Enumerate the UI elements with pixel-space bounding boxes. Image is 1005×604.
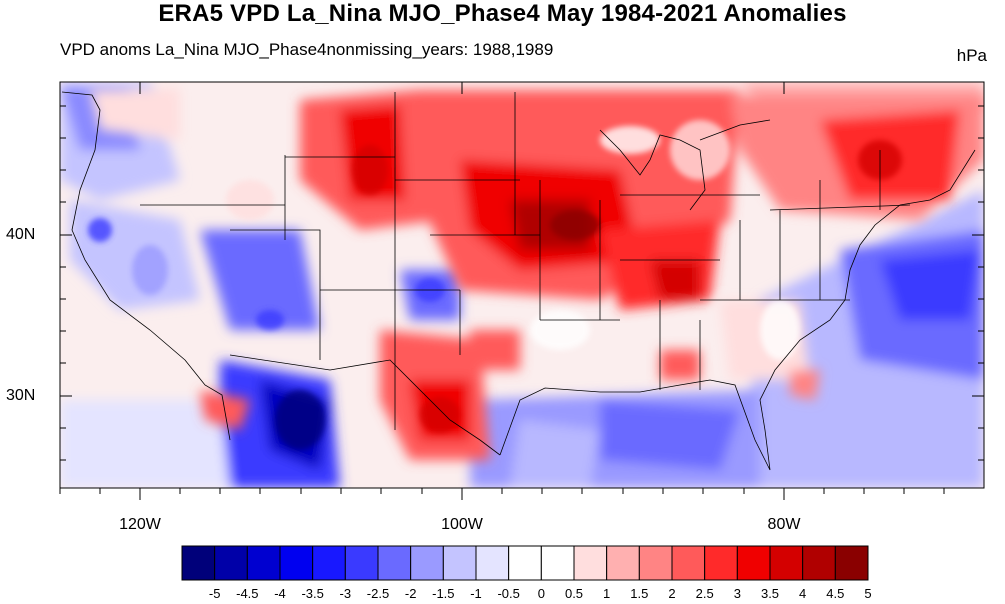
colorbar-swatch: [508, 545, 542, 581]
anomaly-field: [60, 82, 984, 488]
colorbar-tick-label: -3: [339, 586, 352, 601]
colorbar-tick-label: -0.5: [497, 586, 520, 601]
colorbar-tick-label: 3: [733, 586, 741, 601]
colorbar-swatch: [214, 545, 248, 581]
colorbar-tick-label: 3.5: [760, 586, 780, 601]
map-subtitle: VPD anoms La_Nina MJO_Phase4nonmissing_y…: [60, 40, 554, 59]
colorbar-tick-label: 4.5: [826, 586, 845, 601]
lat-label-30n: 30N: [6, 387, 36, 404]
colorbar-tick-label: 0: [537, 586, 545, 601]
lon-ticks: [59, 82, 945, 500]
colorbar-tick-label: -1: [470, 586, 482, 601]
colorbar: [181, 545, 869, 581]
colorbar-swatch: [246, 545, 281, 581]
colorbar-tick-label: 2: [668, 586, 676, 601]
colorbar-swatch: [279, 545, 314, 581]
colorbar-tick-label: 0.5: [564, 586, 584, 601]
colorbar-swatch: [638, 545, 673, 581]
colorbar-swatch: [181, 545, 216, 581]
lon-label-120w: 120W: [119, 516, 161, 533]
colorbar-tick-label: -2: [404, 586, 417, 601]
colorbar-swatch: [410, 545, 444, 581]
colorbar-tick-label: 5: [864, 586, 872, 601]
colorbar-swatch: [802, 545, 836, 581]
colorbar-swatch: [540, 545, 575, 581]
map-title: ERA5 VPD La_Nina MJO_Phase4 May 1984-202…: [158, 0, 847, 27]
colorbar-swatch: [671, 545, 706, 581]
colorbar-swatch: [704, 545, 738, 581]
colorbar-tick-label: 4: [799, 586, 807, 601]
colorbar-swatch: [606, 545, 640, 581]
lon-label-100w: 100W: [441, 516, 483, 533]
colorbar-tick-label: -4: [274, 586, 286, 601]
colorbar-swatch: [344, 545, 379, 581]
colorbar-tick-label: -3.5: [301, 586, 324, 601]
colorbar-swatch: [769, 545, 804, 581]
colorbar-tick-label: -2.5: [366, 586, 390, 601]
colorbar-swatch: [442, 545, 477, 581]
units-label: hPa: [956, 46, 987, 65]
colorbar-swatch: [475, 545, 510, 581]
colorbar-swatch: [573, 545, 608, 581]
lat-ticks: [60, 105, 984, 461]
lat-label-40n: 40N: [6, 226, 36, 243]
colorbar-tick-label: -1.5: [432, 586, 455, 601]
colorbar-swatch: [312, 545, 346, 581]
colorbar-tick-label: 1: [603, 586, 611, 601]
lon-label-80w: 80W: [767, 516, 801, 533]
colorbar-tick-label: 1.5: [630, 586, 649, 601]
colorbar-tick-label: -5: [208, 586, 221, 601]
colorbar-swatch: [736, 545, 771, 581]
colorbar-swatch: [834, 545, 869, 581]
colorbar-tick-label: -4.5: [236, 586, 259, 601]
colorbar-swatch: [377, 545, 412, 581]
colorbar-tick-label: 2.5: [695, 586, 714, 601]
